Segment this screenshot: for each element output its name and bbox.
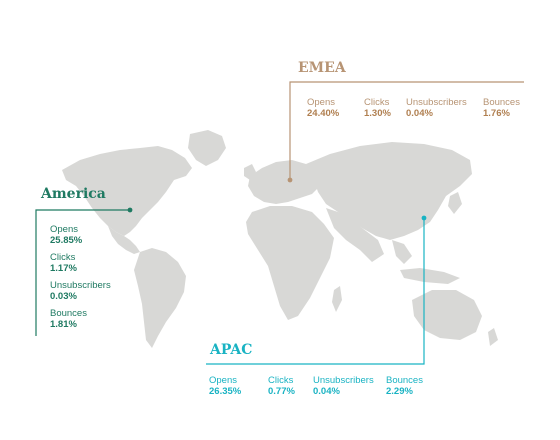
arabia-india bbox=[326, 208, 384, 262]
southeast-asia bbox=[392, 240, 412, 264]
uk-islands bbox=[244, 164, 256, 180]
new-zealand bbox=[488, 328, 498, 346]
emea-clicks-value: 1.30% bbox=[364, 108, 391, 119]
america-opens-label: Opens bbox=[50, 224, 78, 235]
emea-marker bbox=[287, 177, 293, 183]
america-connector bbox=[35, 209, 130, 336]
apac-unsubscribers-label: Unsubscribers bbox=[313, 375, 374, 386]
america-clicks-label: Clicks bbox=[50, 252, 76, 263]
continents bbox=[62, 130, 498, 348]
africa-landmass bbox=[246, 206, 334, 320]
apac-clicks: Clicks 0.77% bbox=[268, 375, 295, 397]
australia-landmass bbox=[412, 290, 482, 340]
mexico-central-america bbox=[108, 226, 140, 254]
emea-bounces: Bounces 1.76% bbox=[483, 97, 520, 119]
america-bounces-label: Bounces bbox=[50, 308, 87, 319]
america-clicks-value: 1.17% bbox=[50, 263, 77, 274]
emea-opens-label: Opens bbox=[307, 97, 335, 108]
madagascar bbox=[332, 286, 342, 312]
japan bbox=[448, 192, 462, 214]
america-marker bbox=[127, 207, 133, 213]
apac-marker bbox=[421, 215, 427, 221]
asia-landmass bbox=[306, 142, 472, 240]
apac-bounces-label: Bounces bbox=[386, 375, 423, 386]
apac-clicks-value: 0.77% bbox=[268, 386, 295, 397]
south-america-landmass bbox=[134, 248, 186, 348]
emea-bounces-label: Bounces bbox=[483, 97, 520, 108]
america-unsubscribers-value: 0.03% bbox=[50, 291, 77, 302]
america-unsubscribers: Unsubscribers 0.03% bbox=[50, 280, 111, 302]
emea-bounces-value: 1.76% bbox=[483, 108, 510, 119]
america-bounces: Bounces 1.81% bbox=[50, 308, 87, 330]
greenland bbox=[188, 130, 226, 166]
america-title: America bbox=[41, 186, 106, 202]
apac-unsubscribers: Unsubscribers 0.04% bbox=[313, 375, 374, 397]
emea-opens: Opens 24.40% bbox=[307, 97, 339, 119]
apac-bounces-value: 2.29% bbox=[386, 386, 413, 397]
emea-unsubscribers-label: Unsubscribers bbox=[406, 97, 467, 108]
america-clicks: Clicks 1.17% bbox=[50, 252, 77, 274]
emea-clicks-label: Clicks bbox=[364, 97, 390, 108]
emea-clicks: Clicks 1.30% bbox=[364, 97, 391, 119]
apac-opens: Opens 26.35% bbox=[209, 375, 241, 397]
apac-bounces: Bounces 2.29% bbox=[386, 375, 423, 397]
apac-clicks-label: Clicks bbox=[268, 375, 294, 386]
apac-title: APAC bbox=[210, 342, 253, 358]
emea-unsubscribers-value: 0.04% bbox=[406, 108, 433, 119]
europe-landmass bbox=[248, 160, 322, 204]
america-opens: Opens 25.85% bbox=[50, 224, 82, 246]
apac-opens-label: Opens bbox=[209, 375, 237, 386]
emea-unsubscribers: Unsubscribers 0.04% bbox=[406, 97, 467, 119]
emea-connector bbox=[289, 81, 524, 180]
emea-title: EMEA bbox=[298, 60, 346, 76]
america-opens-value: 25.85% bbox=[50, 235, 83, 246]
apac-unsubscribers-value: 0.04% bbox=[313, 386, 340, 397]
america-bounces-value: 1.81% bbox=[50, 319, 77, 330]
indonesia bbox=[400, 268, 460, 284]
north-america-landmass bbox=[62, 146, 192, 236]
america-unsubscribers-label: Unsubscribers bbox=[50, 280, 111, 291]
apac-opens-value: 26.35% bbox=[209, 386, 242, 397]
apac-connector bbox=[206, 218, 425, 365]
emea-opens-value: 24.40% bbox=[307, 108, 340, 119]
